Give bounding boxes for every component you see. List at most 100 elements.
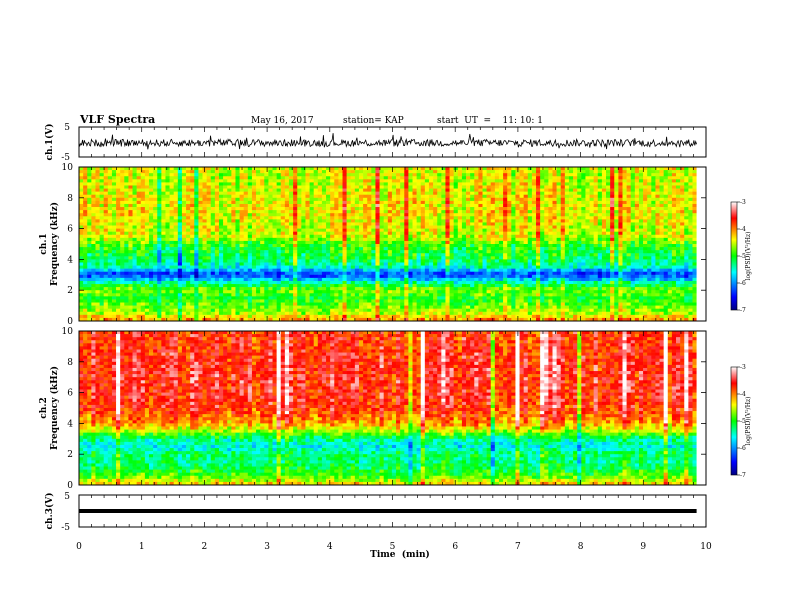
spectrogram-cell [181,259,187,263]
spectrogram-cell [120,265,125,269]
spectrogram-cell [87,259,92,263]
spectrogram-cell [177,185,183,189]
spectrogram-cell [330,179,335,183]
spectrogram-cell [251,265,257,269]
spectrogram-cell [676,203,681,208]
spectrogram-cell [519,207,524,211]
spectrogram-cell [408,200,413,205]
spectrogram-cell [663,240,669,245]
spectrogram-cell [334,256,339,260]
spectrogram-cell [128,210,133,214]
spectrogram-cell [305,222,310,226]
spectrogram-cell [99,191,105,196]
spectrogram-cell [223,188,228,192]
spectrogram-cell [470,250,475,254]
spectrogram-cell [305,179,310,183]
spectrogram-cell [206,262,212,266]
spectrogram-cell [202,262,207,266]
spectrogram-cell [515,194,520,199]
spectrogram-cell [482,176,487,180]
spectrogram-cell [268,210,273,214]
spectrogram-cell [387,170,393,174]
spectrogram-cell [680,191,685,196]
spectrogram-cell [441,234,446,239]
spectrogram-cell [243,170,249,174]
spectrogram-cell [190,259,195,263]
spectrogram-cell [515,253,520,257]
spectrogram-cell [268,250,273,254]
spectrogram-cell [445,188,450,192]
spectrogram-cell [630,197,636,202]
spectrogram-cell [478,219,483,223]
spectrogram-cell [564,170,570,174]
spectrogram-cell [231,191,236,196]
spectrogram-cell [375,194,380,199]
spectrogram-cell [202,256,207,260]
spectrogram-cell [116,225,121,229]
spectrogram-cell [597,197,603,202]
spectrogram-cell [153,234,158,239]
spectrogram-cell [445,194,450,199]
spectrogram-cell [301,216,306,220]
spectrogram-cell [321,167,327,171]
spectrogram-cell [107,225,113,229]
spectrogram-cell [498,182,504,186]
spectrogram-cell [387,259,393,263]
spectrogram-cell [420,207,426,211]
spectrogram-cell [103,234,109,239]
spectrogram-cell [453,262,459,266]
spectrogram-cell [482,231,487,236]
spectrogram-cell [346,188,352,192]
spectrogram-cell [585,191,590,196]
spectrogram-cell [482,234,487,239]
spectrogram-cell [515,259,520,263]
spectrogram-cell [103,167,109,171]
spectrogram-cell [367,262,372,266]
spectrogram-cell [498,185,504,189]
spectrogram-cell [321,219,327,223]
spectrogram-cell [408,253,413,257]
spectrogram-cell [688,240,693,245]
spectrogram-cell [136,231,142,236]
spectrogram-cell [503,182,508,186]
spectrogram-cell [688,253,693,257]
spectrogram-cell [622,228,627,232]
spectrogram-cell [412,265,417,269]
spectrogram-cell [227,234,232,239]
spectrogram-cell [301,234,306,239]
spectrogram-cell [692,167,697,171]
spectrogram-cell [111,231,117,236]
spectrogram-cell [556,225,562,229]
spectrogram-cell [346,185,352,189]
spectrogram-cell [144,228,150,232]
spectrogram-cell [293,256,298,260]
spectrogram-cell [309,167,314,171]
spectrogram-cell [334,250,339,254]
spectrogram-cell [132,219,137,223]
spectrogram-cell [391,179,397,183]
spectrogram-cell [622,219,627,223]
spectrogram-cell [239,262,244,266]
spectrogram-cell [614,203,619,208]
spectrogram-cell [453,256,459,260]
spectrogram-cell [169,234,174,239]
spectrogram-cell [396,231,401,236]
spectrogram-cell [288,207,294,211]
spectrogram-cell [116,262,121,266]
spectrogram-cell [124,207,129,211]
spectrogram-cell [313,170,319,174]
spectrogram-cell [338,225,343,229]
spectrogram-cell [536,259,541,263]
spectrogram-cell [293,222,298,226]
spectrogram-cell [634,222,640,226]
spectrogram-cell [420,185,426,189]
spectrogram-cell [235,188,240,192]
spectrogram-cell [655,188,660,192]
spectrogram-cell [482,210,487,214]
spectrogram-cell [437,216,442,220]
spectrogram-cell [527,176,533,180]
spectrogram-cell [445,182,450,186]
spectrogram-cell [663,247,669,251]
spectrogram-cell [507,250,512,254]
spectrogram-cell [243,244,249,248]
